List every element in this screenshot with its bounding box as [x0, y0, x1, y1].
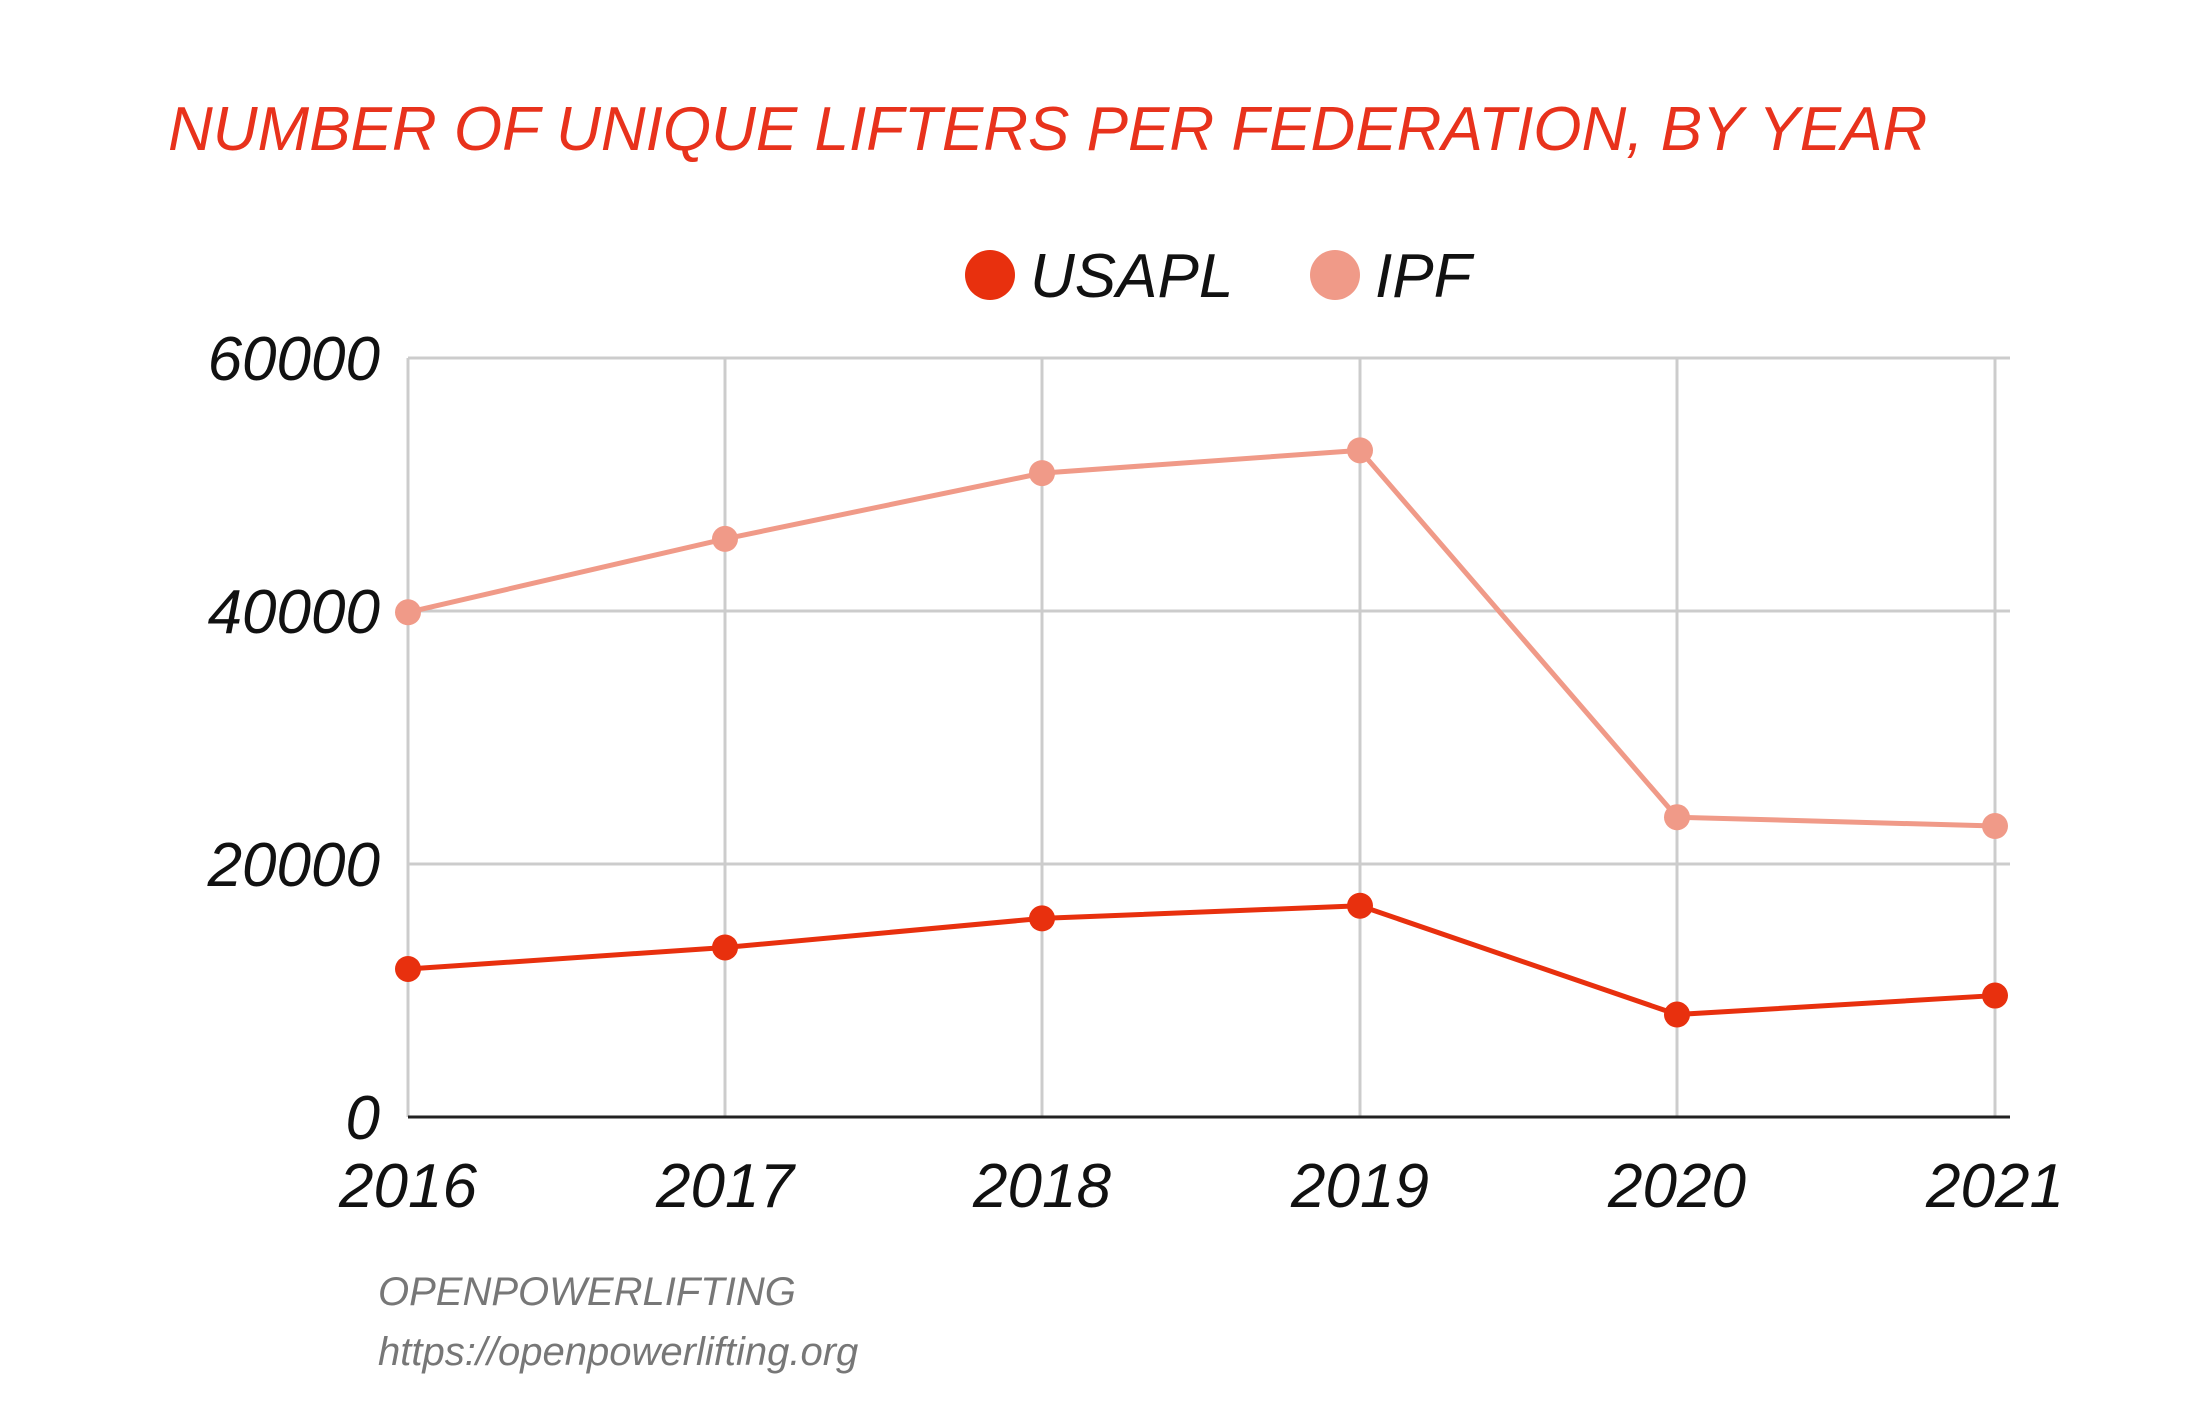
usapl-point-2016 [395, 955, 421, 982]
usapl-point-2020 [1664, 1001, 1690, 1028]
y-tick-label: 40000 [208, 578, 380, 647]
legend: USAPL IPF [965, 242, 1475, 311]
y-axis-ticks: 0 20000 40000 60000 [207, 325, 380, 1153]
y-tick-label: 20000 [207, 831, 380, 900]
legend-usapl-marker [965, 250, 1015, 300]
y-tick-label: 0 [346, 1084, 380, 1153]
source-name: OPENPOWERLIFTING [378, 1270, 796, 1314]
ipf-point-2018 [1029, 460, 1055, 487]
source-credit: OPENPOWERLIFTING https://openpowerliftin… [378, 1270, 858, 1374]
ipf-point-2019 [1347, 437, 1373, 464]
ipf-point-2021 [1982, 813, 2008, 840]
series-points [395, 437, 2008, 1028]
x-tick-label: 2018 [972, 1152, 1111, 1221]
x-tick-label: 2020 [1607, 1152, 1746, 1221]
x-tick-label: 2017 [655, 1152, 796, 1221]
x-tick-label: 2021 [1925, 1152, 2064, 1221]
source-url: https://openpowerlifting.org [378, 1330, 858, 1374]
usapl-point-2021 [1982, 982, 2008, 1009]
legend-ipf-label: IPF [1375, 242, 1475, 311]
usapl-point-2017 [712, 934, 738, 961]
gridlines [406, 356, 2010, 1117]
ipf-point-2020 [1664, 804, 1690, 831]
usapl-series-line [405, 903, 1998, 1018]
x-tick-label: 2016 [338, 1152, 477, 1221]
legend-usapl-label: USAPL [1030, 242, 1233, 311]
x-tick-label: 2019 [1290, 1152, 1429, 1221]
usapl-point-2019 [1347, 892, 1373, 919]
y-tick-label: 60000 [208, 325, 380, 394]
series-lines [405, 447, 1998, 1018]
ipf-point-2016 [395, 599, 421, 626]
legend-ipf-marker [1310, 250, 1360, 300]
ipf-series-line [405, 447, 1998, 829]
ipf-point-2017 [712, 525, 738, 552]
usapl-point-2018 [1029, 905, 1055, 932]
chart-title: NUMBER OF UNIQUE LIFTERS PER FEDERATION,… [168, 95, 1927, 164]
x-axis-ticks: 2016 2017 2018 2019 2020 2021 [338, 1152, 2064, 1221]
